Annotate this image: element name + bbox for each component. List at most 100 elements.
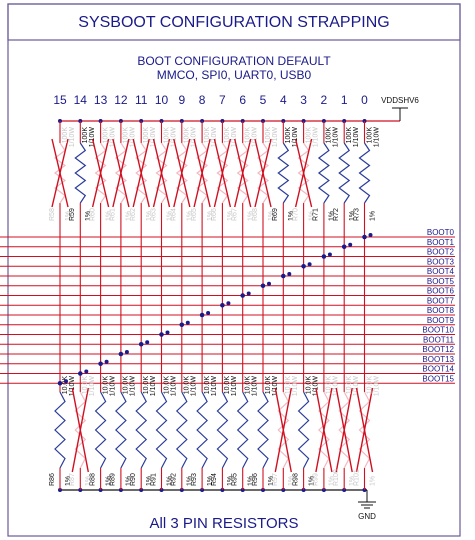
junction [220,302,225,308]
resistor-power: 1/10W [353,127,360,148]
resistor-ref: R65 [191,208,198,221]
resistor-power: 1/10W [150,376,157,397]
resistor-power: 1/10W [252,376,259,397]
signal-label: BOOT6 [427,287,455,296]
resistor-tolerance: 1% [329,211,336,221]
resistor-tolerance: 1% [187,211,194,221]
resistor-tolerance: 1% [126,211,133,221]
resistor-tolerance: 1% [65,211,72,221]
title-box [7,3,461,41]
resistor-ref: R88 [89,473,96,486]
resistor [317,142,330,204]
resistor-power: 1/10W [150,127,157,148]
signal-label: BOOT3 [427,257,455,266]
resistor [74,391,87,469]
resistor-power: 1/10W [191,127,198,148]
signal-label: BOOT12 [422,345,454,354]
resistor-power: 1/10W [89,127,96,148]
dnp-cross [315,387,333,473]
dnp-cross [152,138,171,208]
dnp-cross [91,138,110,208]
resistor-ref: R62 [130,208,137,221]
resistor-value: 10.0K [366,376,373,395]
bit-number: 11 [135,93,148,107]
resistor-ref: R97 [272,473,279,486]
resistor-value: 10.0K [184,376,191,395]
signal-label: BOOT13 [422,355,454,364]
junction [57,380,63,386]
junction [165,330,170,335]
resistor [216,142,229,204]
subtitle: MMCO, SPI0, UART0, USB0 [157,68,312,82]
resistor [358,391,371,469]
resistor [94,391,107,469]
bit-number: 3 [300,93,307,107]
resistor-ref: R70 [292,208,299,221]
resistor-power: 1/10W [109,127,116,148]
junction [84,369,89,374]
dnp-cross [193,138,211,208]
resistor-tolerance: 1% [85,211,92,221]
junction [348,242,353,247]
junction [78,371,83,376]
resistor-value: 10.0K [143,376,150,395]
resistor-power: 1/10W [292,376,299,397]
resistor-value: 100K [184,127,191,144]
resistor-tolerance: 1% [268,476,275,486]
junction [118,351,124,357]
resistor-ref: R101 [353,469,360,486]
resistor-value: 100K [123,127,130,144]
resistor-power: 1/10W [191,376,198,397]
resistor [115,391,127,469]
junction [206,311,211,315]
resistor-value: 100K [326,127,333,144]
junction [64,379,68,384]
dnp-cross [294,138,313,208]
resistor-ref: R61 [110,208,117,221]
resistor-tolerance: 1% [146,211,153,221]
resistor-power: 1/10W [231,127,238,148]
supply-label: VDDSHV6 [381,96,419,105]
bit-number: 4 [280,93,287,107]
resistor-ref: R94 [211,473,218,486]
resistor-power: 1/10W [333,127,340,148]
bit-number: 10 [155,93,169,107]
supply-symbol [392,107,408,121]
signal-label: BOOT10 [422,326,454,335]
dnp-cross [355,387,374,473]
resistor-tolerance: 1% [308,476,315,486]
resistor-tolerance: 1% [248,476,255,486]
resistor-tolerance: 1% [308,211,315,221]
signal-label: BOOT15 [422,374,454,383]
resistor-value: 100K [82,127,89,144]
resistor [338,391,351,469]
resistor-power: 1/10W [252,127,259,148]
resistor-value: 100K [204,127,211,144]
resistor [175,391,188,469]
resistor-power: 1/10W [109,376,116,397]
resistor [236,391,249,469]
resistor-ref: R91 [150,473,157,486]
signal-label: BOOT14 [422,365,454,374]
bit-number: 15 [53,93,67,107]
resistor-value: 10.0K [224,376,231,395]
resistor-value: 10.0K [82,376,89,395]
resistor-value: 10.0K [62,376,69,395]
resistor-ref: R93 [191,473,198,486]
signal-label: BOOT2 [427,248,455,257]
resistor-power: 1/10W [231,376,238,397]
resistor-ref: R72 [333,208,340,221]
resistor-value: 100K [163,127,170,144]
signal-label: BOOT5 [427,277,455,286]
signal-label: BOOT1 [427,238,455,247]
junction [124,350,129,354]
resistor-ref: R95 [232,473,239,486]
resistor-power: 1/10W [312,127,319,148]
resistor [236,142,249,204]
resistor-power: 1/10W [170,376,177,397]
resistor-ref: R87 [69,473,76,486]
resistor-tolerance: 1% [288,476,295,486]
bit-number: 12 [114,93,128,107]
dnp-cross [71,387,89,473]
resistor-ref: R60 [89,208,96,221]
